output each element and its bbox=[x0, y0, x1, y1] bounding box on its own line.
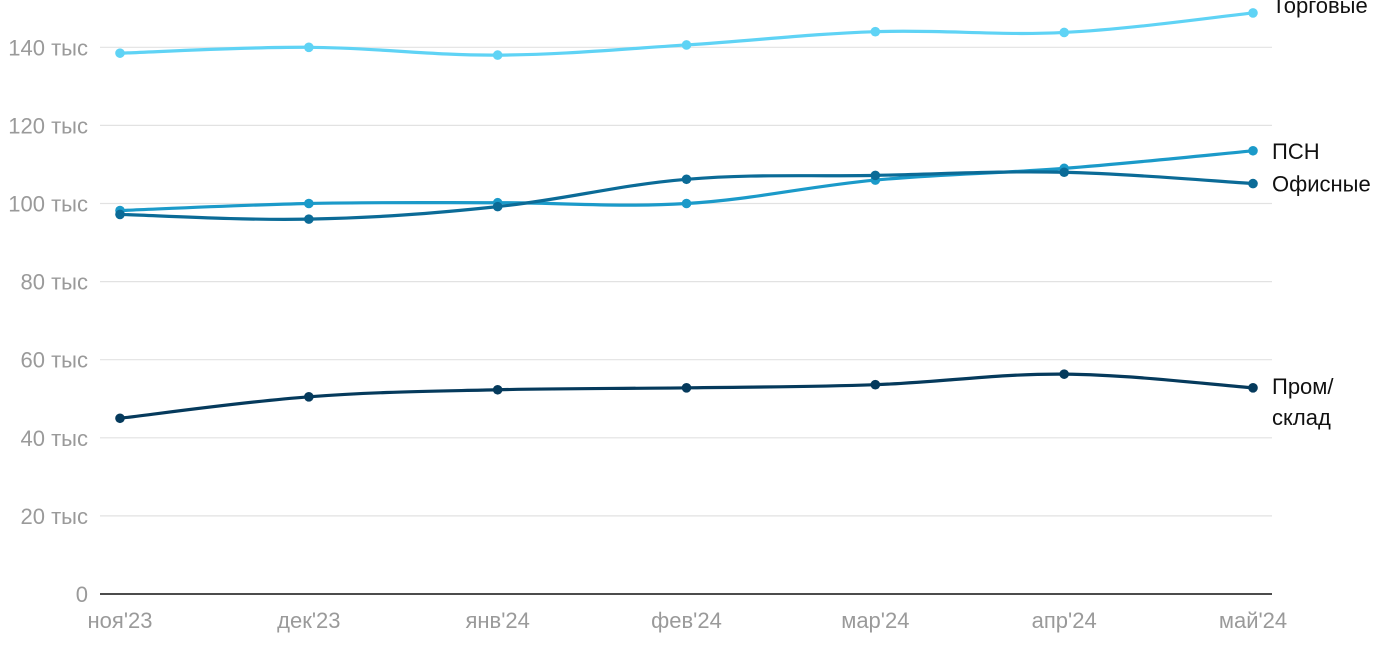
series-1-point bbox=[304, 198, 314, 209]
series-0-point bbox=[1248, 8, 1258, 18]
series-3-point bbox=[681, 383, 692, 393]
y-tick-label: 20 тыс bbox=[21, 504, 88, 529]
series-0-point bbox=[870, 26, 881, 37]
series-label: склад bbox=[1272, 405, 1331, 430]
series-3-point bbox=[1059, 369, 1069, 379]
y-tick-label: 60 тыс bbox=[21, 348, 88, 373]
series-3-point bbox=[115, 413, 125, 424]
series-0-point bbox=[492, 50, 503, 60]
axis-layer: 0 20 тыс 40 тыс 60 тыс 80 тыс 100 тыс 120 тыс 1… bbox=[8, 35, 1287, 633]
series-3-point bbox=[304, 391, 314, 402]
series-0-point bbox=[681, 40, 692, 50]
x-tick-label: мар'24 bbox=[841, 608, 909, 633]
y-tick-label: 0 bbox=[76, 582, 88, 607]
series-2 bbox=[115, 167, 1258, 224]
series-2-point bbox=[1248, 178, 1258, 189]
series-2-point bbox=[304, 214, 314, 224]
x-tick-label: ноя'23 bbox=[88, 608, 153, 633]
series-2-point bbox=[681, 174, 692, 185]
series-label: Торговые bbox=[1272, 0, 1368, 18]
y-tick-label: 100 тыс bbox=[8, 192, 88, 217]
grid-layer bbox=[100, 46, 1272, 517]
x-tick-label: дек'23 bbox=[277, 608, 340, 633]
series-1-point bbox=[1248, 145, 1258, 156]
x-tick-label: фев'24 bbox=[651, 608, 722, 633]
series-2-point bbox=[870, 170, 881, 181]
series-label: Пром/ bbox=[1272, 374, 1334, 399]
series-0-point bbox=[115, 48, 125, 58]
y-tick-label: 140 тыс bbox=[8, 35, 88, 60]
series-label: Офисные bbox=[1272, 172, 1371, 197]
series-3-point bbox=[492, 384, 503, 395]
x-tick-label: апр'24 bbox=[1032, 608, 1097, 633]
series-2-point bbox=[115, 209, 125, 220]
series-2-point bbox=[1059, 167, 1069, 178]
series-0-point bbox=[304, 42, 314, 53]
series-2-point bbox=[492, 201, 503, 212]
x-tick-label: янв'24 bbox=[465, 608, 529, 633]
series-3 bbox=[115, 369, 1258, 424]
series-1-point bbox=[681, 198, 692, 209]
series-layer bbox=[115, 8, 1258, 424]
series-3-point bbox=[870, 379, 881, 390]
series-label: ПСН bbox=[1272, 139, 1320, 164]
x-tick-label: май'24 bbox=[1219, 608, 1287, 633]
series-3-line bbox=[118, 372, 1255, 420]
label-layer: Торговые ПСН Офисные Пром/склад bbox=[1272, 0, 1371, 430]
series-0-point bbox=[1059, 27, 1069, 38]
series-0 bbox=[115, 8, 1258, 60]
y-tick-label: 80 тыс bbox=[21, 270, 88, 295]
series-3-point bbox=[1248, 383, 1258, 393]
y-tick-label: 120 тыс bbox=[8, 113, 88, 138]
y-tick-label: 40 тыс bbox=[21, 426, 88, 451]
